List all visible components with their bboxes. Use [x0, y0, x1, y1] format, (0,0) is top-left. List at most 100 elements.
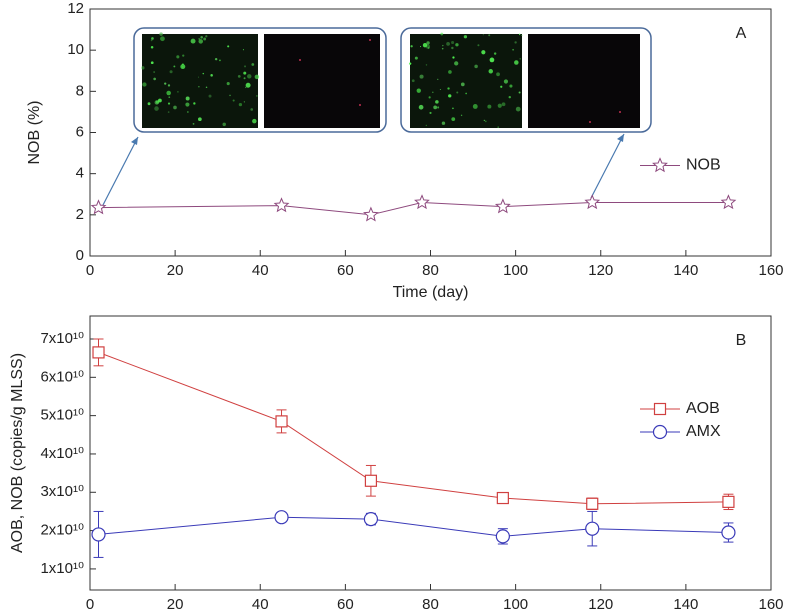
- data-point: [91, 527, 106, 542]
- fluorescence-dot: [447, 87, 450, 90]
- data-point: [585, 521, 600, 536]
- arrow-head: [131, 137, 138, 145]
- fluorescence-dot: [440, 32, 444, 36]
- green-image: [142, 34, 258, 128]
- fluorescence-dot: [493, 52, 497, 55]
- fluorescence-dot: [245, 82, 251, 88]
- y-tick-label: 2: [76, 206, 84, 223]
- fluorescence-dot: [222, 122, 226, 127]
- fluorescence-dot: [437, 106, 440, 109]
- fluorescence-dot: [147, 102, 151, 106]
- fluorescence-dot: [185, 102, 190, 107]
- fluorescence-dot: [243, 77, 246, 80]
- fluorescence-dot: [153, 77, 156, 81]
- x-tick-label: 80: [422, 262, 439, 279]
- fluorescence-dot: [153, 71, 156, 74]
- data-point: [720, 194, 737, 210]
- x-tick-label: 0: [86, 596, 94, 613]
- fluorescence-dot: [589, 121, 591, 123]
- fluorescence-dot: [419, 74, 424, 79]
- fluorescence-dot: [214, 57, 218, 61]
- fluorescence-dot: [193, 102, 196, 105]
- fluorescence-dot: [418, 104, 424, 110]
- fluorescence-dot: [187, 111, 189, 113]
- x-tick-label: 60: [337, 262, 354, 279]
- data-point: [90, 199, 107, 215]
- fluorescence-dot: [432, 91, 434, 94]
- fluorescence-dot: [151, 37, 154, 40]
- fluorescence-dot: [416, 88, 421, 93]
- y-axis-label: NOB (%): [26, 101, 43, 165]
- fluorescence-dot: [484, 120, 487, 123]
- data-point: [364, 474, 378, 487]
- fluorescence-dot: [205, 86, 208, 89]
- fluorescence-dot: [173, 105, 177, 110]
- fluorescence-dot: [245, 86, 247, 89]
- arrow: [102, 136, 139, 206]
- fluorescence-dot: [159, 32, 163, 36]
- x-tick-label: 160: [758, 262, 783, 279]
- fluorescence-dot: [429, 111, 432, 115]
- fluorescence-dot: [439, 89, 441, 91]
- data-point: [275, 415, 288, 428]
- fluorescence-dot: [435, 100, 439, 104]
- legend-marker: [652, 424, 668, 440]
- fluorescence-dot: [451, 46, 454, 50]
- fluorescence-dot: [167, 84, 171, 87]
- fluorescence-dot: [198, 37, 201, 40]
- inset-2: [400, 27, 652, 133]
- data-point: [274, 510, 289, 525]
- x-tick-label: 40: [252, 596, 269, 613]
- fluorescence-dot: [242, 49, 244, 51]
- fluorescence-dot: [446, 41, 450, 46]
- y-tick-label: 8: [76, 82, 84, 99]
- fluorescence-dot: [482, 34, 484, 36]
- y-tick-label: 3x10¹⁰: [40, 483, 84, 500]
- fluorescence-dot: [497, 103, 502, 108]
- fluorescence-dot: [141, 66, 145, 70]
- fluorescence-dot: [474, 64, 478, 69]
- x-tick-label: 20: [167, 596, 184, 613]
- red-image: [264, 34, 380, 128]
- fluorescence-dot: [410, 45, 413, 48]
- fluorescence-dot: [409, 62, 412, 65]
- fluorescence-dot: [150, 46, 154, 49]
- fluorescence-dot: [422, 43, 428, 48]
- fluorescence-dot: [487, 104, 492, 109]
- fluorescence-dot: [198, 85, 200, 88]
- fluorescence-dot: [496, 72, 500, 77]
- fluorescence-dot: [243, 71, 247, 75]
- panel-annotation: B: [736, 332, 747, 349]
- y-axis-label: AOB, NOB (copies/g MLSS): [9, 353, 26, 553]
- fluorescence-dot: [150, 61, 154, 65]
- x-tick-label: 20: [167, 262, 184, 279]
- fluorescence-dot: [227, 45, 230, 48]
- x-tick-label: 100: [503, 262, 528, 279]
- fluorescence-dot: [167, 111, 170, 113]
- x-tick-label: 40: [252, 262, 269, 279]
- fluorescence-dot: [164, 82, 167, 85]
- fluorescence-dot: [254, 74, 260, 80]
- fluorescence-dot: [203, 37, 207, 41]
- fluorescence-dot: [472, 104, 478, 109]
- fluorescence-dot: [369, 39, 371, 41]
- fluorescence-dot: [425, 44, 431, 49]
- y-tick-label: 1x10¹⁰: [40, 560, 84, 577]
- series-line: [98, 201, 729, 216]
- legend-label: AMX: [686, 423, 721, 440]
- fluorescence-dot: [619, 111, 621, 113]
- data-point: [586, 497, 599, 510]
- fluorescence-dot: [481, 50, 486, 55]
- fluorescence-dot: [166, 90, 171, 96]
- fluorescence-dot: [455, 43, 459, 47]
- x-tick-label: 160: [758, 596, 783, 613]
- fluorescence-dot: [452, 56, 455, 59]
- fluorescence-dot: [414, 56, 418, 60]
- fluorescence-dot: [503, 79, 509, 84]
- fluorescence-dot: [514, 41, 517, 44]
- fluorescence-dot: [202, 72, 205, 75]
- fluorescence-dot: [411, 79, 415, 83]
- panel-annotation: A: [736, 25, 747, 42]
- green-image: [410, 34, 522, 128]
